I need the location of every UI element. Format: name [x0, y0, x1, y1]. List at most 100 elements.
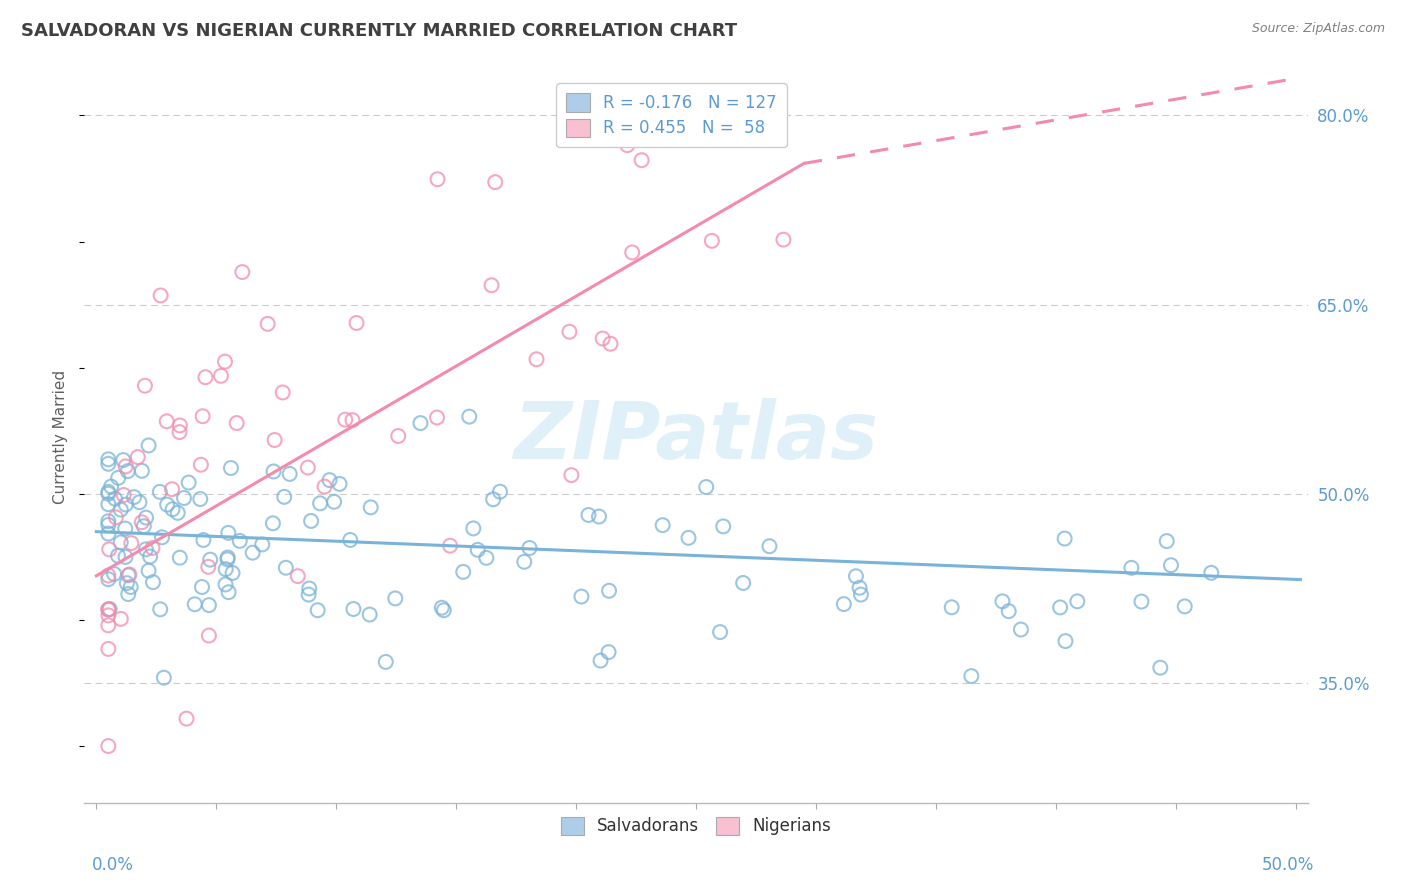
- Point: [1049, 600, 1071, 615]
- Point: [588, 509, 610, 524]
- Point: [360, 500, 382, 515]
- Point: [97, 608, 120, 623]
- Point: [1174, 599, 1197, 614]
- Point: [274, 560, 297, 574]
- Point: [513, 555, 536, 569]
- Point: [1054, 634, 1077, 648]
- Point: [318, 473, 340, 487]
- Point: [97, 602, 120, 616]
- Point: [298, 582, 321, 596]
- Point: [117, 587, 139, 601]
- Point: [97, 602, 120, 616]
- Point: [104, 510, 127, 524]
- Point: [118, 567, 141, 582]
- Point: [225, 416, 247, 430]
- Point: [214, 354, 236, 368]
- Point: [221, 566, 243, 580]
- Point: [97, 517, 120, 532]
- Point: [98, 542, 121, 557]
- Legend: Salvadorans, Nigerians: Salvadorans, Nigerians: [554, 810, 838, 842]
- Point: [848, 581, 870, 595]
- Point: [307, 603, 329, 617]
- Point: [197, 559, 219, 574]
- Point: [335, 412, 357, 426]
- Point: [117, 568, 139, 582]
- Point: [112, 453, 135, 467]
- Point: [262, 516, 284, 531]
- Point: [1121, 561, 1143, 575]
- Point: [112, 488, 135, 502]
- Point: [134, 378, 156, 392]
- Point: [387, 429, 409, 443]
- Point: [374, 655, 396, 669]
- Point: [97, 739, 120, 753]
- Point: [592, 331, 614, 345]
- Point: [298, 588, 321, 602]
- Point: [599, 336, 621, 351]
- Point: [149, 484, 172, 499]
- Text: 0.0%: 0.0%: [91, 856, 134, 874]
- Point: [149, 602, 172, 616]
- Point: [156, 498, 179, 512]
- Text: ZIPatlas: ZIPatlas: [513, 398, 879, 476]
- Point: [342, 413, 364, 427]
- Point: [941, 600, 963, 615]
- Point: [1130, 594, 1153, 608]
- Point: [849, 588, 872, 602]
- Point: [214, 577, 236, 591]
- Point: [107, 471, 129, 485]
- Point: [263, 433, 285, 447]
- Point: [589, 654, 612, 668]
- Point: [1201, 566, 1223, 580]
- Point: [97, 514, 120, 528]
- Point: [194, 370, 217, 384]
- Point: [176, 712, 198, 726]
- Point: [519, 541, 541, 555]
- Point: [463, 521, 485, 535]
- Point: [122, 490, 145, 504]
- Point: [475, 550, 498, 565]
- Point: [252, 537, 274, 551]
- Point: [191, 580, 214, 594]
- Point: [709, 625, 731, 640]
- Point: [231, 265, 253, 279]
- Point: [845, 569, 868, 583]
- Point: [215, 562, 238, 576]
- Point: [695, 480, 717, 494]
- Point: [342, 602, 364, 616]
- Point: [138, 438, 160, 452]
- Point: [1066, 594, 1088, 608]
- Point: [630, 153, 652, 168]
- Point: [229, 533, 252, 548]
- Point: [960, 669, 983, 683]
- Point: [131, 464, 153, 478]
- Point: [430, 600, 453, 615]
- Point: [135, 542, 157, 557]
- Point: [97, 452, 120, 467]
- Point: [339, 533, 361, 547]
- Point: [297, 460, 319, 475]
- Point: [578, 508, 600, 522]
- Point: [278, 467, 301, 481]
- Point: [489, 484, 512, 499]
- Point: [1053, 532, 1076, 546]
- Point: [217, 550, 239, 565]
- Point: [651, 518, 673, 533]
- Point: [273, 490, 295, 504]
- Point: [169, 425, 191, 439]
- Point: [598, 645, 620, 659]
- Point: [598, 583, 620, 598]
- Point: [128, 495, 150, 509]
- Point: [467, 542, 489, 557]
- Point: [263, 465, 285, 479]
- Text: 50.0%: 50.0%: [1263, 856, 1315, 874]
- Point: [299, 514, 322, 528]
- Point: [560, 468, 582, 483]
- Point: [558, 325, 581, 339]
- Point: [758, 539, 780, 553]
- Text: SALVADORAN VS NIGERIAN CURRENTLY MARRIED CORRELATION CHART: SALVADORAN VS NIGERIAN CURRENTLY MARRIED…: [21, 22, 737, 40]
- Point: [209, 368, 232, 383]
- Point: [328, 477, 350, 491]
- Point: [678, 531, 700, 545]
- Point: [711, 519, 734, 533]
